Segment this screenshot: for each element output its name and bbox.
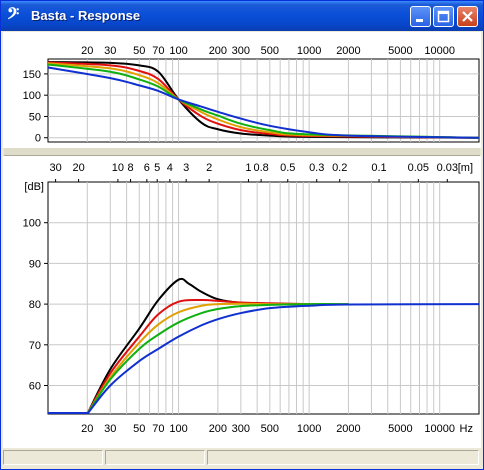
status-panel-1 [3,450,103,465]
x-tick-label: 100 [169,45,187,57]
x-tick-label: 2000 [336,423,360,435]
x-tick-label: 200 [209,423,227,435]
bass-clef-icon[interactable]: 𝄢 [7,5,20,27]
x-tick-label: 20 [81,45,93,57]
y-tick-label: 150 [23,69,41,81]
wavelength-label: 20 [72,162,84,174]
phase-chart[interactable]: 20 30 50 70 100 200 300 500 1000 2000 5000 10000150… [3,32,481,148]
x-tick-label: 1000 [297,45,321,57]
wavelength-label: 0.3 [309,162,324,174]
close-button[interactable] [457,6,478,27]
x-tick-label: 200 [209,45,227,57]
wavelength-label: 0.5 [280,162,295,174]
wavelength-label: 0.1 [371,162,386,174]
x-tick-label: 70 [152,423,164,435]
y-tick-label: 60 [29,381,41,393]
x-tick-label: 2000 [336,45,360,57]
x-tick-label: 30 [104,45,116,57]
wavelength-label: 30 [49,162,61,174]
wavelength-label: 8 [127,162,133,174]
window-title: Basta - Response [31,8,141,23]
x-tick-label: 300 [232,423,250,435]
x-tick-label: 1000 [297,423,321,435]
y-tick-label: 80 [29,299,41,311]
y-tick-label: 70 [29,340,41,352]
maximize-button[interactable] [433,6,454,27]
wavelength-label: 0.8 [253,162,268,174]
wavelength-label: 10 [112,162,124,174]
wavelength-label: 0.05 [408,162,429,174]
y-tick-label: 90 [29,258,41,270]
wavelength-label: 4 [167,162,173,174]
status-bar [3,448,481,468]
x-tick-label: 10000 [424,45,455,57]
plot-frame [47,181,480,415]
maximize-icon [437,10,450,23]
x-tick-label: 70 [152,45,164,57]
y-tick-label: 100 [23,218,41,230]
x-tick-label: 300 [232,45,250,57]
x-unit-label: Hz [460,423,473,435]
wavelength-label: 6 [144,162,150,174]
x-tick-label: 50 [133,423,145,435]
status-panel-3 [207,450,479,465]
wavelength-label: 0.03 [437,162,458,174]
x-tick-label: 30 [104,423,116,435]
y-tick-label: 50 [29,111,41,123]
close-icon [462,11,473,22]
x-tick-label: 5000 [388,45,412,57]
minimize-icon [416,19,423,22]
series-line-3 [86,303,349,414]
x-tick-label: 10000 [424,423,455,435]
response-chart[interactable]: 20 30 50 70 100 200 300 500 1000 2000 5000 10000100… [3,156,481,448]
title-bar[interactable]: 𝄢 Basta - Response [1,1,483,31]
series-line-3 [48,63,479,139]
x-tick-label: 50 [133,45,145,57]
x-tick-label: 500 [261,45,279,57]
status-panel-2 [105,450,205,465]
x-tick-label: 5000 [388,423,412,435]
wavelength-label: 2 [206,162,212,174]
wavelength-label: 3 [183,162,189,174]
wavelength-label: 5 [154,162,160,174]
x-tick-label: 100 [169,423,187,435]
wavelength-label: 0.2 [332,162,347,174]
y-tick-label: 0 [35,133,41,145]
x-tick-label: 500 [261,423,279,435]
series-line-4 [48,66,479,139]
minimize-button[interactable] [410,6,431,27]
x-tick-label: 20 [81,423,93,435]
wavelength-label: 1 [245,162,251,174]
wavelength-unit: [m] [458,162,473,174]
y-unit-label: [dB] [24,181,44,193]
series-line-4 [86,303,479,414]
splitter[interactable] [4,147,480,156]
y-tick-label: 100 [23,90,41,102]
